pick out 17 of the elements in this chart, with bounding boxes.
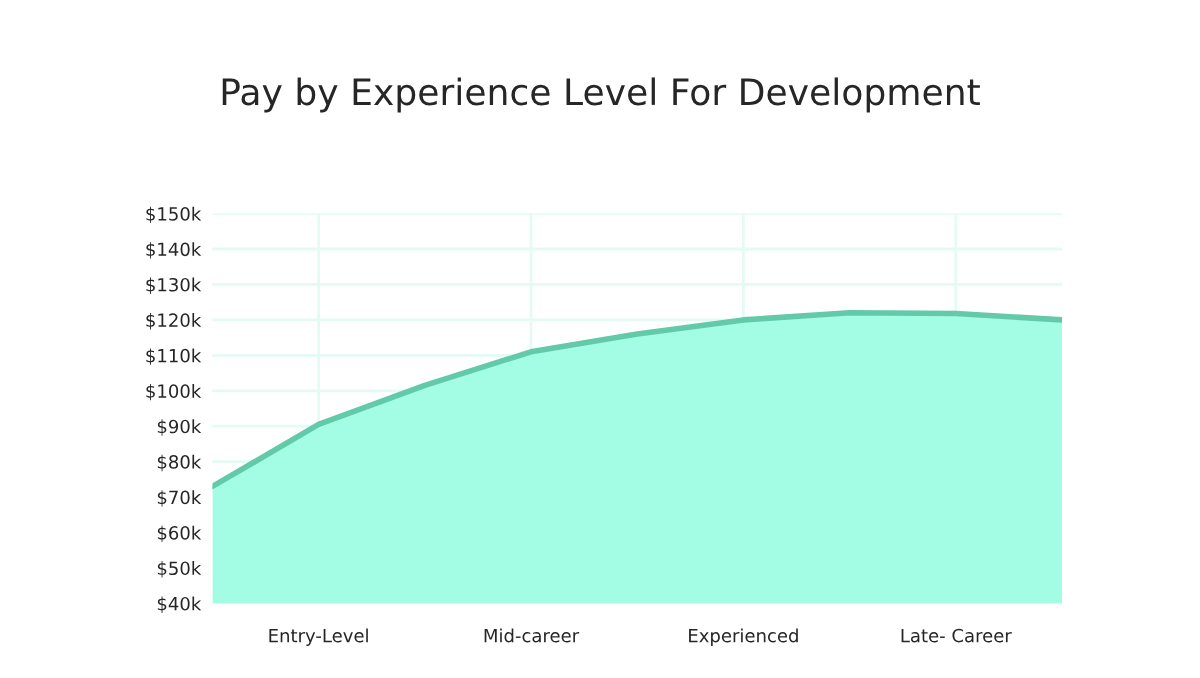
y-tick-label: $80k [157, 454, 202, 472]
y-tick-label: $60k [157, 525, 202, 543]
chart-title: Pay by Experience Level For Development [222, 77, 980, 113]
x-tick-label: Experienced [689, 628, 798, 646]
y-tick-label: $110k [146, 348, 202, 365]
x-tick-label: Entry-Level [269, 628, 368, 646]
y-tick-label: $150k [146, 206, 202, 224]
y-tick-label: $100k [146, 383, 202, 401]
y-tick-label: $50k [157, 561, 202, 578]
x-tick-label: Mid-career [484, 628, 580, 643]
y-tick-label: $120k [146, 313, 202, 330]
y-tick-label: $90k [157, 419, 202, 436]
y-tick-label: $40k [157, 596, 202, 613]
y-tick-label: $130k [146, 277, 202, 294]
x-tick-label: Late- Career [901, 628, 1012, 643]
y-tick-label: $140k [146, 242, 202, 259]
y-tick-label: $70k [157, 490, 202, 507]
